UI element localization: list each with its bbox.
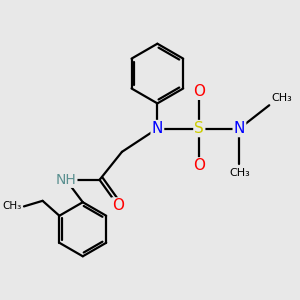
Text: CH₃: CH₃ [229,168,250,178]
Text: CH₃: CH₃ [271,93,292,103]
Text: O: O [112,198,124,213]
Text: O: O [193,84,205,99]
Text: NH: NH [56,173,76,187]
Text: N: N [234,121,245,136]
Text: N: N [152,121,163,136]
Text: O: O [193,158,205,173]
Text: S: S [194,121,204,136]
Text: CH₃: CH₃ [3,201,22,212]
